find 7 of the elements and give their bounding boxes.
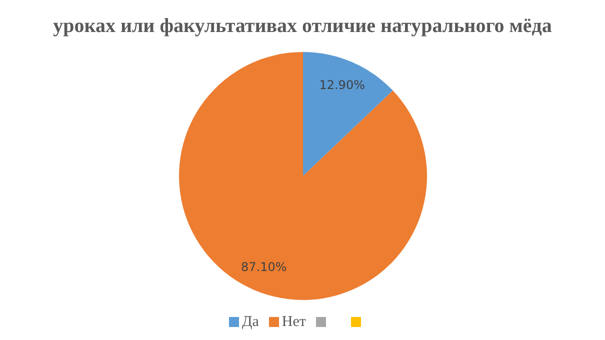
data-label: 12.90% [319,78,365,92]
legend-label: Нет [282,314,306,330]
legend-label: Да [242,314,259,330]
pie-slice [303,52,393,176]
chart-title: уроках или факультативах отличие натурального мёда [52,14,553,38]
pie-slice [179,52,427,300]
data-label: 87.10% [241,260,287,274]
